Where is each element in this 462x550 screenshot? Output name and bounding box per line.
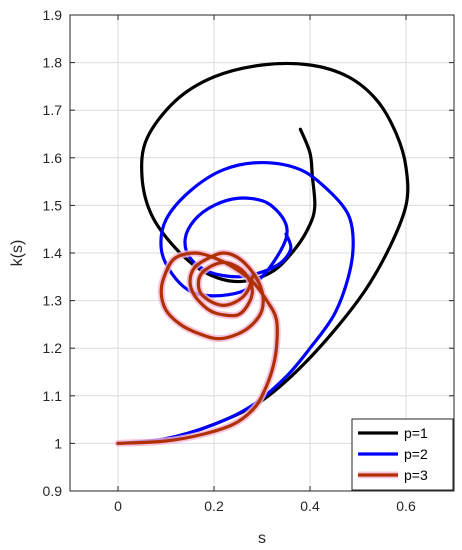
y-tick-label: 1.9 [43,7,63,23]
y-tick-label: 1.1 [43,388,63,404]
x-axis-label: s [258,530,266,547]
y-tick-label: 1.8 [43,55,63,71]
legend-entry: p=1 [404,425,428,441]
y-tick-label: 1.7 [43,102,63,118]
y-tick-label: 1.2 [43,340,63,356]
legend-entry: p=3 [404,467,428,483]
legend-entry: p=2 [404,446,428,462]
x-tick-label: 0.6 [396,498,416,514]
y-tick-label: 0.9 [43,483,63,499]
y-tick-label: 1 [54,435,62,451]
y-tick-label: 1.5 [43,197,63,213]
y-tick-label: 1.4 [43,245,63,261]
series-line-1 [116,61,410,445]
y-tick-label: 1.6 [43,150,63,166]
y-tick-label: 1.3 [43,293,63,309]
ticks: 0 0.2 0.4 0.6 0.9 1 1.1 1.2 1.3 1.4 1.5 1.6 1.7 1.8 1.… [43,7,454,514]
x-tick-label: 0.2 [204,498,224,514]
x-tick-label: 0 [114,498,122,514]
legend: p=1 p=2 p=3 [351,418,454,491]
series-lines [114,61,410,447]
y-axis-label: k(s) [9,240,26,267]
x-tick-label: 0.4 [300,498,320,514]
series-line-3 [116,251,279,445]
